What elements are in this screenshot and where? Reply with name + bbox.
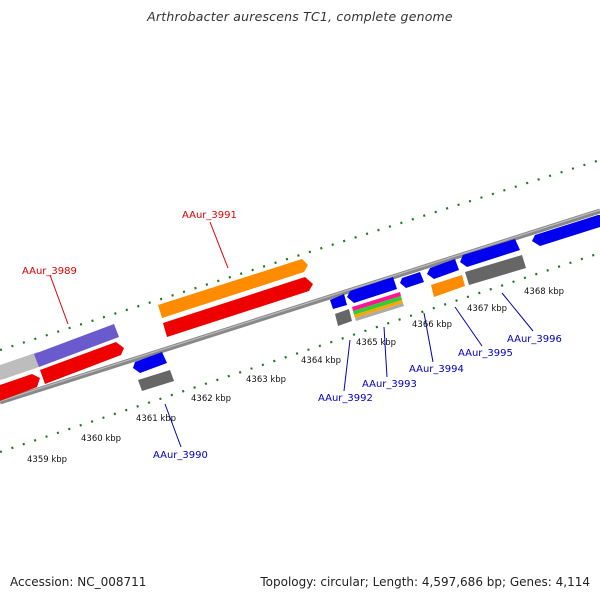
scale-tick-4360: 4360 kbp [81, 434, 121, 444]
leader-3991 [209, 221, 229, 269]
scale-tick-4363: 4363 kbp [246, 375, 286, 385]
scale-tick-4361: 4361 kbp [136, 414, 176, 424]
label-aaur-3989[interactable]: AAur_3989 [22, 266, 77, 277]
accession-text: Accession: NC_008711 [10, 575, 147, 589]
label-aaur-3993[interactable]: AAur_3993 [362, 379, 417, 390]
gene-rainbow-4 [355, 303, 404, 321]
label-aaur-3990[interactable]: AAur_3990 [153, 450, 208, 461]
genome-backbone-highlight [0, 209, 600, 402]
gene-blue-3990[interactable] [133, 352, 167, 373]
gene-blue-3994[interactable] [400, 272, 424, 288]
label-aaur-3994[interactable]: AAur_3994 [409, 364, 464, 375]
gene-orange-3995[interactable] [431, 275, 465, 297]
gene-rainbow-1 [352, 292, 401, 311]
leader-3994 [423, 312, 434, 363]
gene-blue-3993[interactable] [347, 277, 397, 303]
gene-red-left-lower[interactable] [0, 374, 40, 401]
scale-tick-4359: 4359 kbp [27, 455, 67, 465]
leader-3993 [383, 326, 388, 378]
scale-tick-4365: 4365 kbp [356, 338, 396, 348]
genome-backbone [0, 208, 600, 405]
label-aaur-3995[interactable]: AAur_3995 [458, 348, 513, 359]
outer-tick-track [0, 158, 600, 352]
scale-tick-4362: 4362 kbp [191, 394, 231, 404]
scale-tick-4368: 4368 kbp [524, 287, 564, 297]
gene-rainbow-3 [354, 300, 403, 318]
genome-summary-text: Topology: circular; Length: 4,597,686 bp… [260, 575, 590, 589]
gene-aaur-3991[interactable] [158, 259, 308, 318]
leader-3989 [49, 274, 69, 325]
gene-blue-3995a[interactable] [427, 259, 459, 279]
scale-tick-4364: 4364 kbp [301, 356, 341, 366]
leader-3995 [454, 306, 483, 347]
gene-blue-right[interactable] [532, 215, 600, 246]
label-aaur-3991[interactable]: AAur_3991 [182, 210, 237, 221]
scale-tick-4367: 4367 kbp [467, 304, 507, 314]
gene-gray-3992[interactable] [335, 309, 352, 326]
gene-blue-3996a[interactable] [460, 239, 520, 267]
gene-blue-3992a[interactable] [330, 294, 347, 309]
leader-3996 [501, 292, 534, 332]
leader-3990 [164, 403, 182, 448]
label-aaur-3992[interactable]: AAur_3992 [318, 393, 373, 404]
gene-red-3991[interactable] [163, 277, 313, 337]
scale-tick-4366: 4366 kbp [412, 320, 452, 330]
map-title: Arthrobacter aurescens TC1, complete gen… [147, 9, 453, 24]
gene-gray-3996[interactable] [465, 255, 526, 285]
label-aaur-3996[interactable]: AAur_3996 [507, 334, 562, 345]
gene-rainbow-2 [353, 296, 402, 315]
gene-aaur-3989[interactable] [34, 324, 119, 367]
gene-red-left-upper[interactable] [40, 342, 124, 384]
gene-gray-left[interactable] [0, 352, 42, 380]
leader-3992 [343, 339, 351, 392]
gene-gray-3990[interactable] [138, 370, 174, 391]
